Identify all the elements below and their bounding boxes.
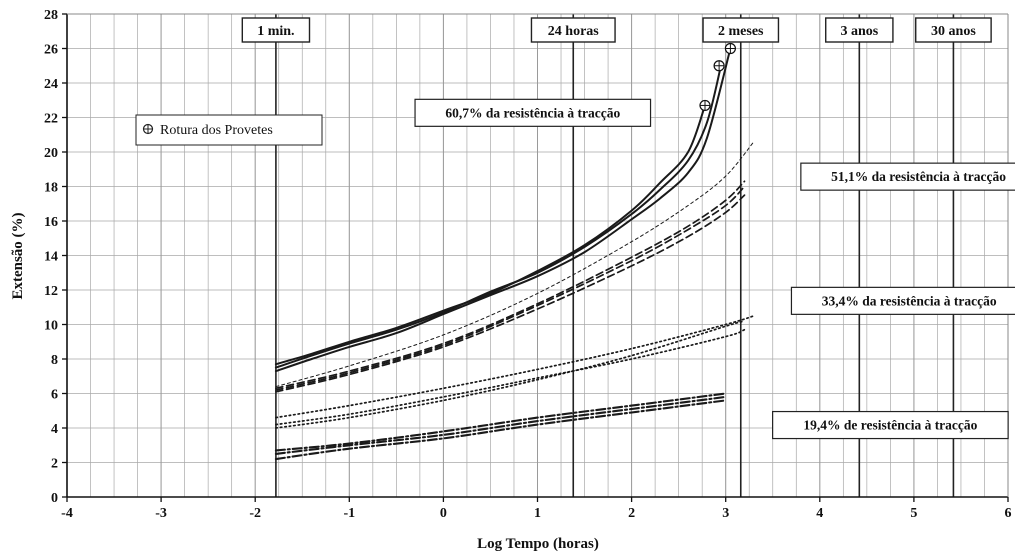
time-marker-box (702, 17, 780, 43)
annotation-label: 60,7% da resistência à tracção (445, 105, 620, 120)
annotation-label: 33,4% da resistência à tracção (822, 293, 997, 308)
y-tick-label: 16 (44, 215, 58, 230)
y-tick-label: 10 (44, 319, 58, 334)
annotation-box (790, 286, 1015, 315)
y-tick-label: 8 (51, 353, 58, 368)
annotation: 51,1% da resistência à tracção (800, 162, 1015, 191)
rupture-markers (699, 42, 737, 112)
time-marker-label: 30 anos (931, 24, 976, 39)
annotation-label: 51,1% da resistência à tracção (831, 169, 1006, 184)
rupture-marker (713, 60, 725, 72)
time-marker-box (915, 17, 992, 43)
y-tick-label: 14 (44, 250, 58, 265)
annotations: 60,7% da resistência à tracção 51,1% da r… (414, 98, 1015, 440)
y-tick-label: 28 (44, 8, 58, 23)
y-tick-label: 24 (44, 77, 58, 92)
y-tick-label: 26 (44, 43, 58, 58)
annotation: 19,4% de resistência à tracção (772, 410, 1009, 440)
y-tick-label: 2 (51, 457, 58, 472)
annotation-label: 19,4% de resistência à tracção (803, 418, 977, 433)
series-line-4 (275, 194, 746, 393)
time-marker-label: 2 meses (718, 24, 764, 39)
series-line-1 (274, 47, 732, 373)
legend-label: Rotura dos Provetes (160, 123, 273, 138)
x-tick-label: 5 (910, 506, 917, 521)
x-tick-label: 4 (816, 506, 823, 521)
axes (62, 13, 1009, 502)
series-lines (274, 47, 755, 461)
series-line-6 (275, 141, 755, 388)
series-line-12 (274, 399, 727, 461)
series-line-8 (275, 328, 746, 426)
x-tick-label: -4 (61, 506, 73, 521)
y-tick-label: 18 (44, 181, 58, 196)
legend-box (135, 114, 323, 146)
annotation: 60,7% da resistência à tracção (414, 98, 652, 127)
time-marker-label: 3 anos (840, 24, 878, 39)
time-marker-label: 1 min. (257, 24, 294, 39)
x-tick-label: 1 (534, 506, 541, 521)
series-line-11 (274, 395, 727, 455)
series-line-10 (274, 392, 727, 452)
series-line-3 (275, 180, 746, 390)
annotation: 33,4% da resistência à tracção (790, 286, 1015, 315)
time-markers: 1 min. 24 horas 2 meses 3 anos 30 anos (241, 14, 992, 497)
y-axis-label: Extensão (%) (10, 212, 26, 299)
series-line-0 (274, 64, 722, 369)
x-tick-label: -2 (249, 506, 261, 521)
time-marker-box (530, 17, 616, 43)
x-tick-label: -1 (343, 506, 355, 521)
x-tick-label: -3 (155, 506, 167, 521)
series-line-2 (274, 104, 706, 366)
time-marker-label: 24 horas (548, 24, 600, 39)
time-marker-box (241, 17, 311, 43)
series-line-9 (275, 320, 746, 429)
x-axis-label: Log Tempo (horas) (477, 536, 599, 552)
x-tick-label: 0 (440, 506, 447, 521)
time-marker-box (825, 17, 894, 43)
rupture-marker (724, 42, 737, 55)
y-tick-label: 0 (51, 491, 58, 506)
rupture-marker (699, 99, 711, 112)
x-tick-label: 2 (628, 506, 635, 521)
y-tick-label: 20 (44, 146, 58, 161)
annotation-box (772, 410, 1009, 440)
y-tick-label: 6 (51, 388, 58, 403)
annotation-box (414, 98, 652, 127)
rupture-symbol-icon (142, 123, 154, 135)
x-tick-label: 6 (1005, 506, 1012, 521)
x-tick-label: 3 (722, 506, 729, 521)
y-tick-label: 22 (44, 112, 58, 127)
y-tick-label: 4 (51, 422, 58, 437)
annotation-box (800, 162, 1015, 191)
series-line-5 (275, 185, 746, 391)
y-tick-label: 12 (44, 284, 58, 299)
legend: Rotura dos Provetes (135, 114, 323, 146)
series-line-7 (275, 315, 755, 419)
